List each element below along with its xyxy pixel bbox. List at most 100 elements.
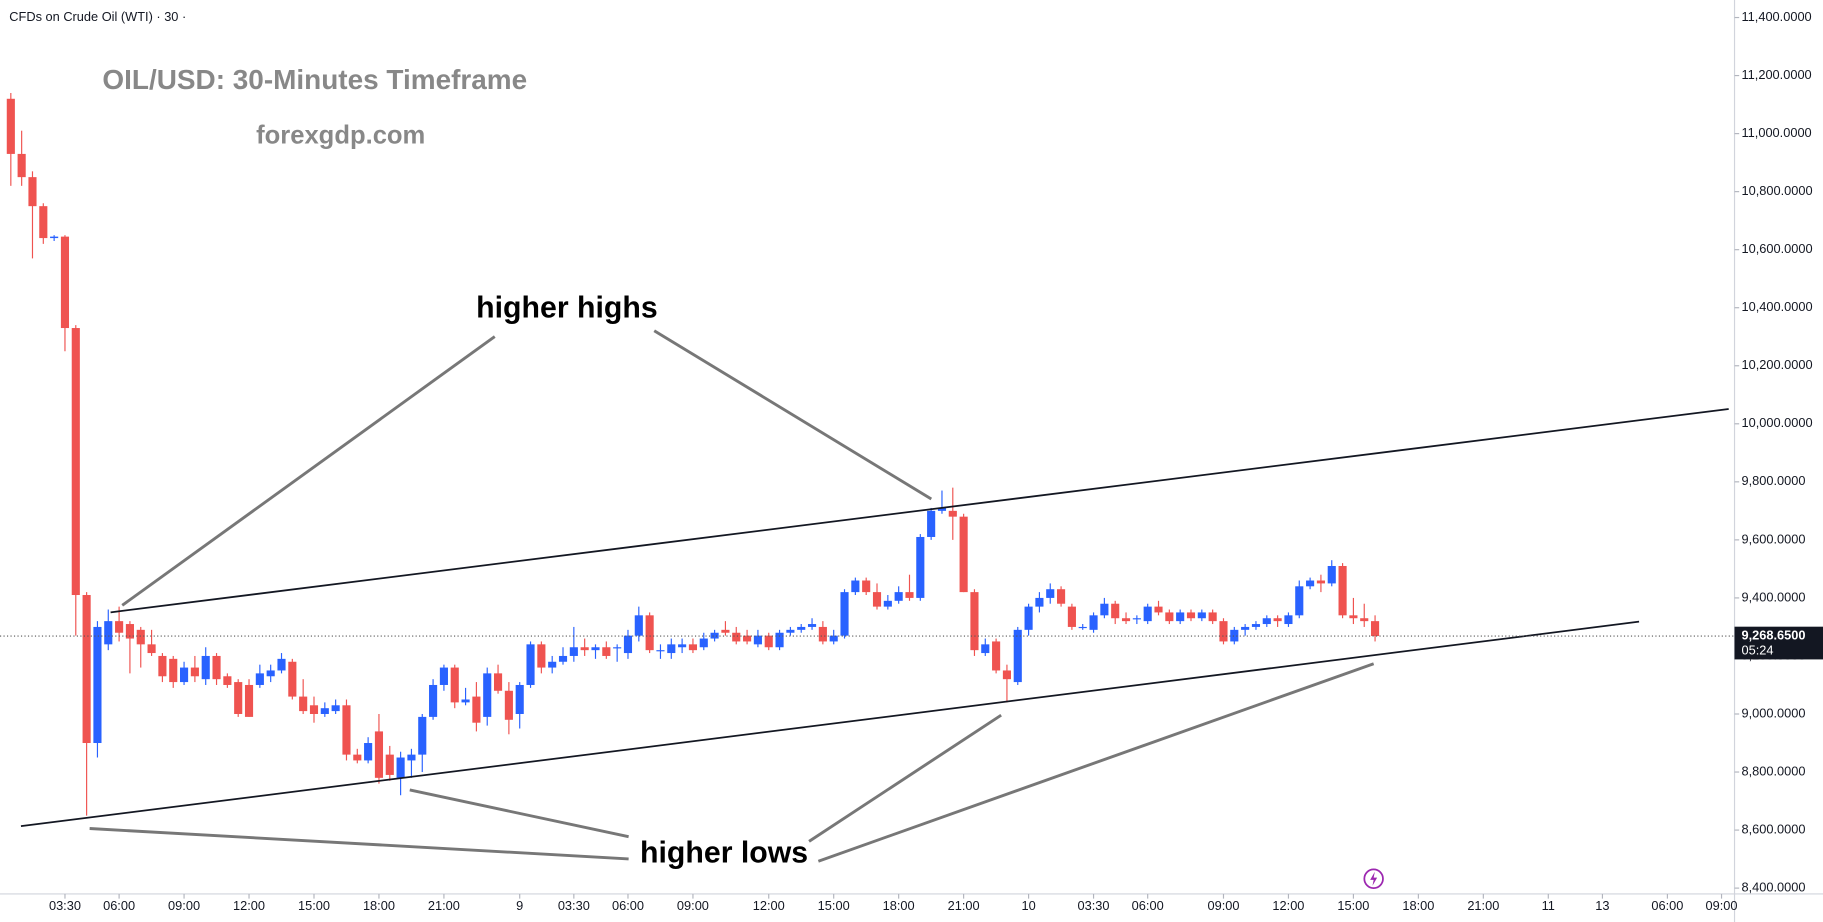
y-tick-label: 9,400.0000 xyxy=(1742,589,1806,604)
candle-body xyxy=(883,600,892,607)
candle-body xyxy=(927,510,936,537)
candle-body xyxy=(1186,612,1196,619)
candle-body xyxy=(1143,606,1152,622)
candle-body xyxy=(1295,586,1304,616)
candle-body xyxy=(1251,624,1261,627)
pointer-line xyxy=(89,827,629,861)
candle-body xyxy=(472,696,481,723)
candle-body xyxy=(678,644,687,648)
candle-body xyxy=(28,177,37,207)
candle-body xyxy=(1089,615,1098,630)
candle-body xyxy=(1197,612,1206,619)
x-tick-label: 15:00 xyxy=(298,898,330,913)
candle-body xyxy=(829,635,838,642)
x-tick-label: 12:00 xyxy=(1272,898,1304,913)
candle-body xyxy=(212,655,221,680)
candle-body xyxy=(483,673,492,717)
candle-body xyxy=(407,754,416,761)
y-tick-label: 10,800.0000 xyxy=(1742,183,1813,198)
x-tick-label: 06:00 xyxy=(103,898,135,913)
candle-body xyxy=(1262,618,1271,625)
candle-body xyxy=(981,644,990,654)
candle-body xyxy=(526,644,535,685)
y-tick-label: 8,400.0000 xyxy=(1742,879,1806,894)
y-tick-label: 9,000.0000 xyxy=(1742,705,1806,720)
candle-body xyxy=(818,626,827,642)
candle-body xyxy=(1371,621,1380,637)
candle-body xyxy=(309,705,319,714)
candle-body xyxy=(169,658,178,683)
lower-trendline xyxy=(20,620,1640,828)
candle-body xyxy=(1002,670,1011,680)
candle-body xyxy=(1078,626,1087,629)
candle-body xyxy=(807,624,817,627)
candle-body xyxy=(1316,580,1325,584)
candle-body xyxy=(1132,618,1141,620)
candle-body xyxy=(396,757,405,778)
candle-body xyxy=(1165,612,1174,622)
candle-body xyxy=(158,655,167,677)
candle-body xyxy=(82,595,91,744)
candle-body xyxy=(872,592,882,607)
candle-body xyxy=(331,705,340,712)
y-tick-label: 10,000.0000 xyxy=(1742,415,1813,430)
candle-body xyxy=(840,592,849,636)
candle-body xyxy=(591,647,600,651)
x-tick-label: 06:00 xyxy=(1132,898,1164,913)
x-tick-label: 06:00 xyxy=(1651,898,1683,913)
y-tick-label: 9,800.0000 xyxy=(1742,473,1806,488)
candle-body xyxy=(569,647,578,656)
x-tick-label: 12:00 xyxy=(753,898,785,913)
x-tick-label: 10 xyxy=(1021,898,1035,913)
candle-body xyxy=(623,635,633,654)
candle-body xyxy=(851,580,860,593)
event-bolt[interactable] xyxy=(1370,871,1378,886)
candle-body xyxy=(266,670,275,677)
x-tick-label: 03:30 xyxy=(558,898,590,913)
pointer-line xyxy=(653,329,933,501)
event-icon[interactable] xyxy=(1363,868,1384,889)
x-tick-label: 13 xyxy=(1595,898,1609,913)
pointer-lines xyxy=(89,329,1375,863)
candle-body xyxy=(136,629,145,645)
candle-body xyxy=(504,690,513,720)
candle-body xyxy=(786,629,795,633)
candle-body xyxy=(385,754,394,775)
countdown-label: 05:24 xyxy=(1742,643,1774,658)
candle-body xyxy=(1100,603,1109,616)
candle-body xyxy=(732,632,741,642)
chart-subtitle: forexgdp.com xyxy=(256,121,425,149)
x-tick-label: 18:00 xyxy=(363,898,395,913)
candle-body xyxy=(1338,565,1347,616)
candle-body xyxy=(1273,618,1282,622)
x-tick-label: 21:00 xyxy=(1467,898,1499,913)
candle-body xyxy=(201,655,210,680)
candle-body xyxy=(1013,629,1022,683)
x-tick-label: 15:00 xyxy=(818,898,850,913)
candle-body xyxy=(342,705,351,755)
candle-body xyxy=(39,206,48,239)
candle-body xyxy=(288,661,297,697)
candle-body xyxy=(753,635,762,645)
candle-body xyxy=(115,621,124,633)
candle-body xyxy=(743,635,752,642)
candle-body xyxy=(439,667,448,685)
candle-body xyxy=(1046,589,1055,598)
x-tick-label: 15:00 xyxy=(1337,898,1369,913)
last-price-box xyxy=(1734,626,1823,660)
candle-body xyxy=(862,580,871,593)
candle-body xyxy=(60,236,70,329)
pointer-line xyxy=(121,335,496,607)
candle-body xyxy=(125,624,134,639)
annotation: higher highs xyxy=(476,292,658,325)
candle-body xyxy=(1230,629,1239,642)
candle-body xyxy=(255,673,264,685)
candle-body xyxy=(775,632,784,648)
candle-body xyxy=(1154,606,1163,613)
candle-body xyxy=(515,684,524,714)
candle-body xyxy=(699,638,708,648)
candle-body xyxy=(493,673,503,691)
upper-trendline xyxy=(110,408,1729,614)
candle-body xyxy=(93,626,102,744)
